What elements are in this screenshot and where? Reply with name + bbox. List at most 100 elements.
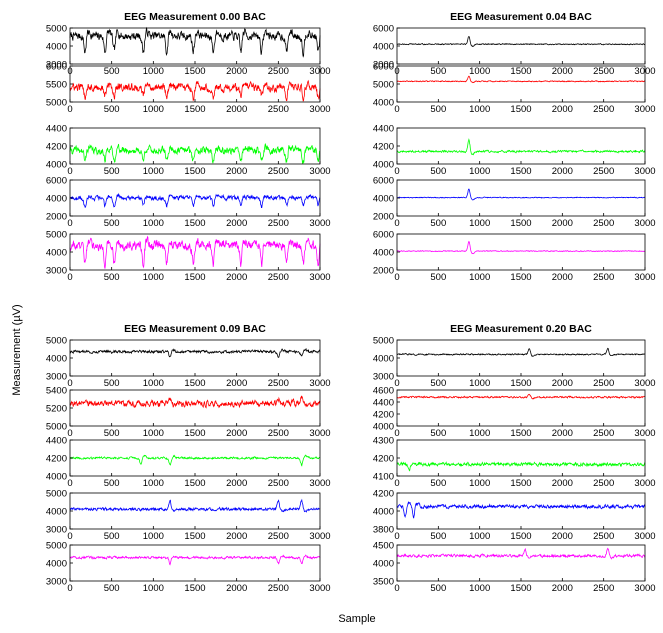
y-tick-label: 2000 bbox=[373, 60, 394, 71]
x-tick-label: 3000 bbox=[634, 272, 655, 283]
x-tick-label: 3000 bbox=[309, 531, 330, 542]
x-tick-label: 1500 bbox=[510, 378, 531, 389]
y-tick-label: 4100 bbox=[373, 472, 394, 483]
x-tick-label: 3000 bbox=[634, 428, 655, 439]
axes-box bbox=[396, 492, 646, 530]
x-tick-label: 500 bbox=[104, 66, 120, 77]
panel-title: EEG Measurement 0.00 BAC bbox=[124, 11, 266, 23]
x-tick-label: 1000 bbox=[143, 378, 164, 389]
x-tick-label: 1000 bbox=[143, 218, 164, 229]
x-tick-label: 500 bbox=[430, 478, 446, 489]
x-tick-label: 1500 bbox=[510, 66, 531, 77]
x-tick-label: 1500 bbox=[510, 166, 531, 177]
channel-axes-0: 3000 4000 5000 0 500 1000 1500 2000 2500 3000 bbox=[373, 336, 656, 390]
x-tick-label: 2000 bbox=[552, 378, 573, 389]
y-tick-label: 5000 bbox=[46, 230, 67, 241]
y-tick-label: 4000 bbox=[46, 354, 67, 365]
x-tick-label: 2500 bbox=[593, 428, 614, 439]
y-tick-label: 4000 bbox=[373, 559, 394, 570]
x-tick-label: 1500 bbox=[184, 478, 205, 489]
x-tick-label: 3000 bbox=[634, 583, 655, 594]
channel-axes-2: 4000 4200 4400 0 500 1000 1500 2000 2500 3000 bbox=[46, 436, 331, 490]
y-tick-label: 4000 bbox=[46, 507, 67, 518]
x-tick-label: 2500 bbox=[268, 66, 289, 77]
x-tick-label: 3000 bbox=[309, 104, 330, 115]
signal-trace bbox=[69, 554, 321, 566]
y-tick-label: 2000 bbox=[373, 266, 394, 277]
x-tick-label: 500 bbox=[104, 478, 120, 489]
x-tick-label: 2000 bbox=[226, 166, 247, 177]
x-tick-label: 1500 bbox=[510, 218, 531, 229]
channel-axes-4: 3000 4000 5000 0 500 1000 1500 2000 2500 3000 bbox=[46, 541, 331, 595]
panel-title: EEG Measurement 0.04 BAC bbox=[450, 11, 592, 23]
x-tick-label: 1000 bbox=[469, 218, 490, 229]
x-tick-label: 500 bbox=[104, 531, 120, 542]
x-tick-label: 1500 bbox=[510, 478, 531, 489]
x-tick-label: 1000 bbox=[143, 428, 164, 439]
y-tick-label: 4400 bbox=[46, 124, 67, 135]
channel-axes-3: 3800 4000 4200 0 500 1000 1500 2000 2500 3000 bbox=[373, 489, 656, 543]
y-tick-label: 5500 bbox=[46, 80, 67, 91]
y-tick-label: 4600 bbox=[373, 386, 394, 397]
signal-trace bbox=[397, 188, 646, 201]
x-tick-label: 500 bbox=[430, 104, 446, 115]
x-tick-label: 1000 bbox=[469, 104, 490, 115]
x-tick-label: 1500 bbox=[184, 272, 205, 283]
y-tick-label: 5000 bbox=[46, 98, 67, 109]
channel-axes-1: 5000 5200 5400 0 500 1000 1500 2000 2500 3000 bbox=[46, 386, 331, 440]
signal-trace bbox=[69, 26, 321, 58]
signal-trace bbox=[69, 395, 321, 409]
channel-axes-1: 5000 5500 6000 0 500 1000 1500 2000 2500 3000 bbox=[46, 62, 331, 116]
y-tick-label: 4500 bbox=[373, 541, 394, 552]
y-tick-label: 4200 bbox=[46, 454, 67, 465]
signal-trace bbox=[69, 192, 321, 209]
channel-axes-3: 3000 4000 5000 0 500 1000 1500 2000 2500 3000 bbox=[46, 489, 331, 543]
y-tick-label: 6000 bbox=[46, 176, 67, 187]
x-tick-label: 0 bbox=[394, 583, 399, 594]
y-tick-label: 4000 bbox=[373, 248, 394, 259]
signal-trace bbox=[69, 235, 321, 269]
x-tick-label: 2000 bbox=[226, 66, 247, 77]
x-tick-label: 500 bbox=[430, 272, 446, 283]
x-tick-label: 3000 bbox=[634, 104, 655, 115]
x-tick-label: 2500 bbox=[593, 166, 614, 177]
x-tick-label: 2500 bbox=[268, 478, 289, 489]
y-tick-label: 2000 bbox=[373, 212, 394, 223]
x-tick-label: 2000 bbox=[552, 104, 573, 115]
x-tick-label: 2000 bbox=[226, 272, 247, 283]
x-tick-label: 1500 bbox=[184, 166, 205, 177]
x-tick-label: 3000 bbox=[309, 378, 330, 389]
x-tick-label: 2500 bbox=[268, 218, 289, 229]
axes-box bbox=[69, 27, 321, 65]
x-tick-label: 1000 bbox=[469, 428, 490, 439]
y-tick-label: 4000 bbox=[373, 42, 394, 53]
x-tick-label: 2500 bbox=[593, 478, 614, 489]
x-tick-label: 3000 bbox=[634, 531, 655, 542]
x-tick-label: 500 bbox=[104, 166, 120, 177]
x-tick-label: 2500 bbox=[593, 378, 614, 389]
x-tick-label: 3000 bbox=[309, 166, 330, 177]
x-tick-label: 1500 bbox=[184, 66, 205, 77]
x-tick-label: 2500 bbox=[593, 104, 614, 115]
signal-trace bbox=[69, 79, 321, 102]
y-tick-label: 3000 bbox=[46, 60, 67, 71]
x-tick-label: 2000 bbox=[226, 531, 247, 542]
y-tick-label: 4200 bbox=[373, 410, 394, 421]
axes-box bbox=[396, 127, 646, 165]
x-tick-label: 0 bbox=[394, 272, 399, 283]
y-tick-label: 4000 bbox=[373, 98, 394, 109]
y-tick-label: 5200 bbox=[46, 404, 67, 415]
x-tick-label: 0 bbox=[67, 478, 72, 489]
x-tick-label: 0 bbox=[394, 428, 399, 439]
x-tick-label: 500 bbox=[104, 218, 120, 229]
y-tick-label: 5000 bbox=[46, 489, 67, 500]
y-tick-label: 4000 bbox=[46, 160, 67, 171]
y-tick-label: 6000 bbox=[373, 62, 394, 73]
y-tick-label: 6000 bbox=[373, 176, 394, 187]
x-tick-label: 1500 bbox=[510, 583, 531, 594]
y-tick-label: 4200 bbox=[373, 142, 394, 153]
y-tick-label: 6000 bbox=[373, 24, 394, 35]
x-tick-label: 0 bbox=[67, 218, 72, 229]
